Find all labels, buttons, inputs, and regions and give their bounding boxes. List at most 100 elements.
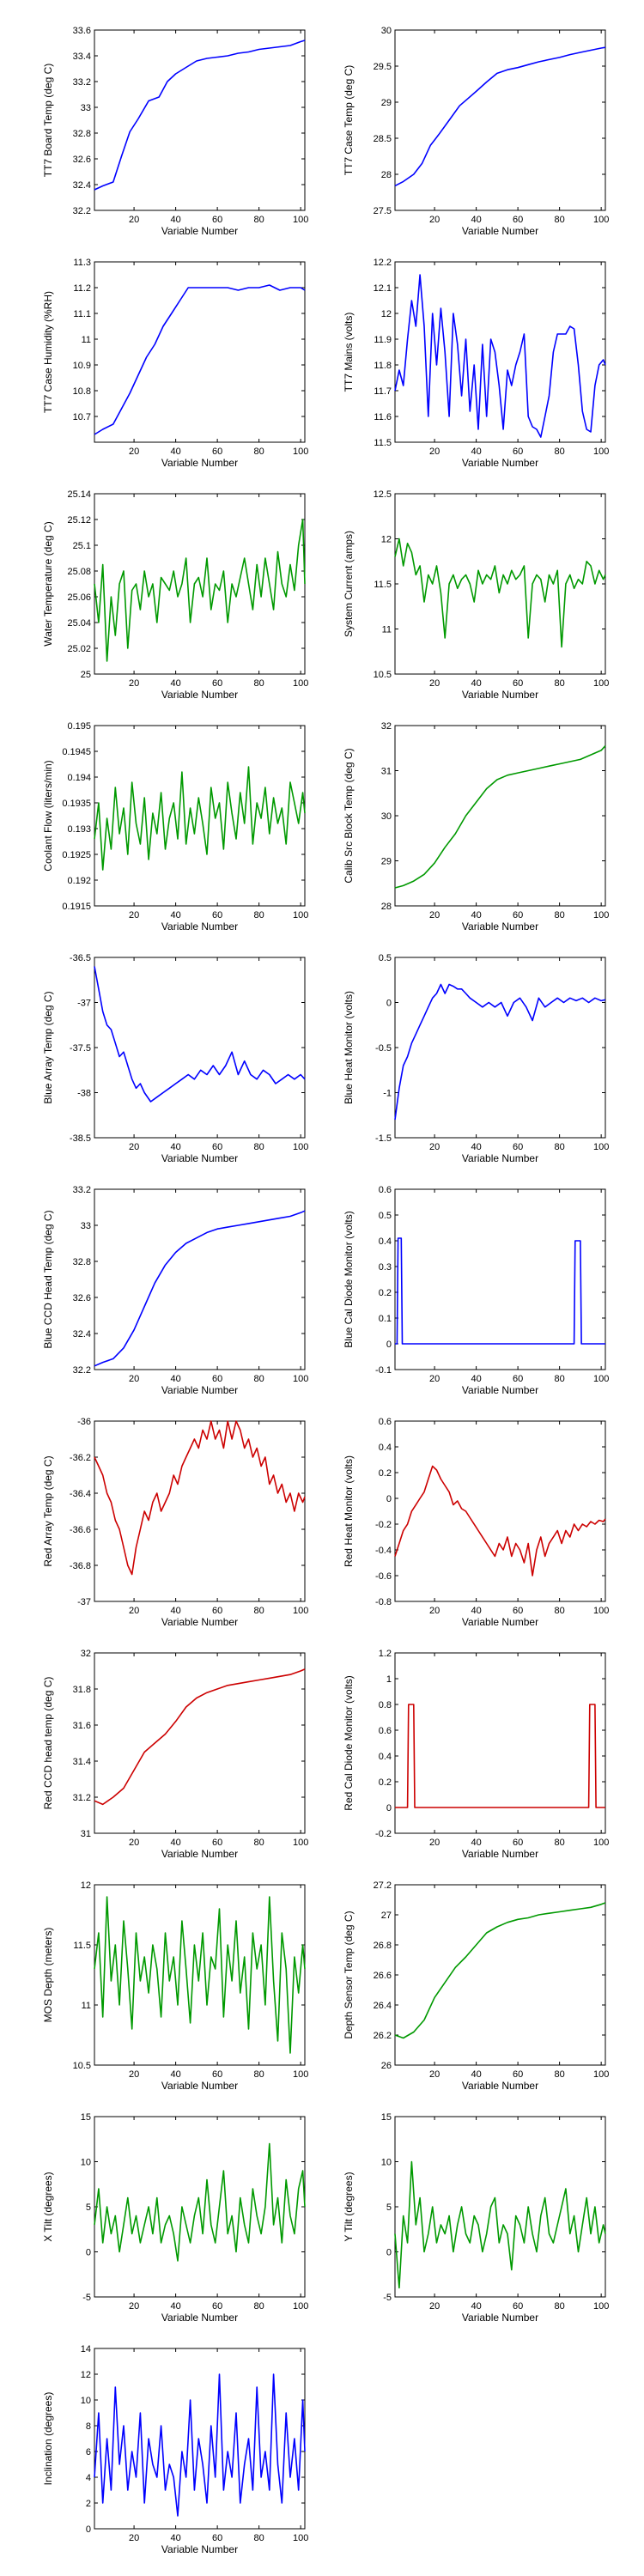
chart-coolant-flow: 20 40 60 80 100 0.1915 0.192 0.1925 0.193 0.1935 0… <box>42 721 308 933</box>
y-tick-label: -37 <box>77 1597 91 1607</box>
y-tick-label: 29 <box>381 98 392 108</box>
y-axis-label: Red Array Temp (deg C) <box>42 1455 54 1566</box>
y-tick-label: 28 <box>381 170 392 180</box>
x-axis-label: Variable Number <box>462 2080 538 2092</box>
y-tick-label: 33.4 <box>73 52 91 62</box>
x-tick-label: 40 <box>471 910 481 920</box>
y-axis-label: TT7 Case Temp (deg C) <box>343 65 355 176</box>
y-tick-label: 30 <box>381 811 392 822</box>
y-tick-label: 0 <box>86 2524 91 2535</box>
x-tick-label: 80 <box>555 678 565 689</box>
x-tick-label: 40 <box>170 1606 180 1616</box>
y-tick-label: 0.2 <box>379 1468 392 1479</box>
x-tick-label: 80 <box>254 2069 264 2080</box>
x-tick-label: 20 <box>429 447 440 457</box>
x-tick-label: 60 <box>513 215 523 225</box>
chart-blue-ccd-head-temp: 20 40 60 80 100 32.2 32.4 32.6 32.8 33 33.2 Variabl… <box>42 1185 308 1396</box>
y-tick-label: 0 <box>386 1803 392 1814</box>
y-tick-label: 30 <box>381 26 392 36</box>
x-tick-label: 60 <box>513 2301 523 2312</box>
x-tick-label: 80 <box>555 910 565 920</box>
y-tick-label: -0.4 <box>375 1546 392 1556</box>
x-tick-label: 40 <box>471 2069 481 2080</box>
y-tick-label: 0.194 <box>67 773 91 783</box>
x-axis-label: Variable Number <box>161 1152 238 1164</box>
x-tick-label: 20 <box>429 2069 440 2080</box>
y-axis-label: Blue Array Temp (deg C) <box>42 991 54 1103</box>
y-tick-label: -36.2 <box>70 1453 91 1463</box>
plot-frame <box>394 493 606 675</box>
y-axis-label: Red Cal Diode Monitor (volts) <box>343 1675 355 1810</box>
x-axis-label: Variable Number <box>161 2312 238 2324</box>
x-tick-label: 60 <box>513 678 523 689</box>
y-tick-label: 0.5 <box>379 1211 392 1221</box>
x-tick-label: 60 <box>513 1606 523 1616</box>
y-axis-label: X Tilt (degrees) <box>42 2172 54 2241</box>
x-tick-label: 40 <box>471 215 481 225</box>
y-tick-label: 11.7 <box>374 386 392 397</box>
x-tick-label: 60 <box>212 1374 222 1384</box>
plot-frame <box>394 1188 606 1370</box>
y-tick-label: 11 <box>382 625 392 635</box>
y-tick-label: 0 <box>86 2248 91 2258</box>
y-tick-label: 0.6 <box>379 1726 392 1736</box>
x-tick-label: 20 <box>129 2533 139 2543</box>
x-tick-label: 20 <box>429 1374 440 1384</box>
y-tick-label: -36.6 <box>70 1525 91 1535</box>
x-tick-label: 20 <box>429 215 440 225</box>
y-axis-label: System Current (amps) <box>343 531 355 637</box>
series-line <box>94 519 306 662</box>
y-tick-label: 15 <box>81 2112 91 2123</box>
x-tick-label: 20 <box>129 910 139 920</box>
x-axis-label: Variable Number <box>462 1616 538 1628</box>
chart-inclination: 20 40 60 80 100 0 2 4 6 8 10 12 14 Variable Number Inc… <box>42 2344 308 2555</box>
x-axis-label: Variable Number <box>161 2080 238 2092</box>
y-tick-label: -5 <box>82 2293 91 2303</box>
x-tick-label: 80 <box>555 1838 565 1848</box>
x-tick-label: 60 <box>513 1838 523 1848</box>
chart-depth-sensor-temp: 20 40 60 80 100 26 26.2 26.4 26.6 26.8 27 27.2 Varia… <box>343 1880 609 2092</box>
y-tick-label: 26.4 <box>374 2001 392 2011</box>
y-tick-label: 12 <box>381 309 392 319</box>
y-tick-label: 27.2 <box>374 1880 392 1891</box>
x-tick-label: 60 <box>212 678 222 689</box>
y-tick-label: 32.8 <box>73 129 91 139</box>
y-tick-label: 25.02 <box>67 644 91 654</box>
x-tick-label: 60 <box>513 2069 523 2080</box>
y-tick-label: 31.4 <box>73 1757 91 1767</box>
y-tick-label: -5 <box>383 2293 392 2303</box>
x-tick-label: 100 <box>293 1838 308 1848</box>
y-tick-label: 27 <box>381 1911 392 1921</box>
series-line <box>395 1704 605 1808</box>
x-tick-label: 40 <box>170 2533 180 2543</box>
chart-tt7-case-humidity: 20 40 60 80 100 10.7 10.8 10.9 11 11.1 11.2 11.3 Var… <box>42 258 308 469</box>
y-tick-label: 12 <box>81 2370 91 2380</box>
y-tick-label: 27.5 <box>374 206 392 216</box>
y-tick-label: 5 <box>386 2202 392 2213</box>
y-tick-label: 25.12 <box>67 515 91 526</box>
x-axis-label: Variable Number <box>161 2543 238 2555</box>
series-line <box>94 1420 306 1576</box>
x-tick-label: 100 <box>293 215 308 225</box>
x-tick-label: 40 <box>170 215 180 225</box>
y-tick-label: 0.1945 <box>62 747 91 757</box>
chart-tt7-board-temp: 20 40 60 80 100 32.2 32.4 32.6 32.8 33 33.2 33.4 33.… <box>42 26 308 237</box>
y-tick-label: 32.8 <box>73 1257 91 1267</box>
plot-frame <box>94 1420 306 1602</box>
y-axis-label: Blue Heat Monitor (volts) <box>343 991 355 1104</box>
x-tick-label: 60 <box>212 1142 222 1152</box>
y-tick-label: 10.8 <box>73 386 91 397</box>
y-tick-label: 0.4 <box>379 1236 392 1247</box>
series-line <box>394 1465 606 1577</box>
plot-frame <box>394 2116 606 2298</box>
series-line <box>94 39 306 191</box>
chart-red-cal-diode-monitor: 20 40 60 80 100 -0.2 0 0.2 0.4 0.6 0.8 1 1.2 Variable… <box>343 1649 609 1860</box>
y-tick-label: 29.5 <box>374 62 392 72</box>
series-line <box>394 46 606 187</box>
chart-system-current: 20 40 60 80 100 10.5 11 11.5 12 12.5 Variable Numb… <box>343 489 609 701</box>
y-tick-label: 31.8 <box>73 1685 91 1695</box>
x-tick-label: 80 <box>555 1606 565 1616</box>
x-tick-label: 40 <box>170 2069 180 2080</box>
y-axis-label: Depth Sensor Temp (deg C) <box>343 1911 355 2038</box>
series-line <box>94 1668 306 1806</box>
